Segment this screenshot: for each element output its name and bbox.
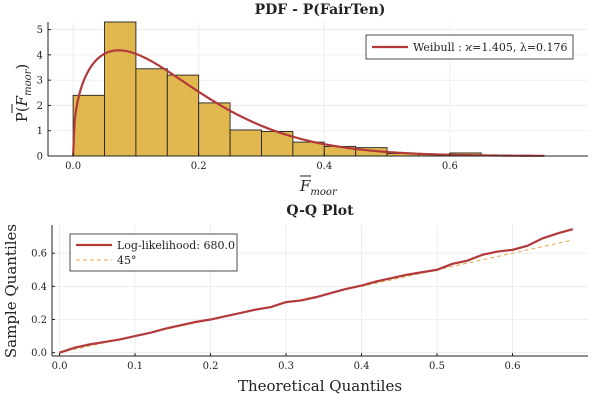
qq-x-tick-label-0: 0.0 [52,361,68,372]
pdf-bar-5 [229,129,262,157]
qq-y-tick-label-3: 0.6 [31,249,47,260]
pdf-x-axis-label: Fmoor [299,175,338,198]
pdf-bar-0 [72,94,105,157]
pdf-y-label-base: F [13,95,31,107]
qq-title: Q-Q Plot [286,203,354,219]
svg-text:P(Fmoor): P(Fmoor) [13,64,34,123]
pdf-y-tick-label-5: 5 [37,25,43,36]
pdf-y-tick-label-4: 4 [37,50,43,61]
pdf-legend-box [365,34,574,60]
pdf-panel: PDF - P(FairTen) 0.0 0.2 0.4 0.6 0 1 2 3 4 5 Fmo… [11,2,588,198]
qq-x-tick-label-4: 0.4 [354,361,370,372]
pdf-legend: Weibull : ϰ=1.405, λ=0.176 [365,34,574,60]
qq-loglik-line [59,228,574,354]
pdf-x-tick-label-2: 0.4 [316,161,332,172]
qq-legend-box [69,233,238,272]
pdf-x-ticks: 0.0 0.2 0.4 0.6 [65,153,458,172]
pdf-bar-2 [135,68,168,157]
pdf-weibull-curve [72,49,545,157]
pdf-y-ticks: 0 1 2 3 4 5 [37,25,51,163]
pdf-x-label-sub: moor [310,187,338,198]
pdf-bar-3 [166,74,200,157]
pdf-title: PDF - P(FairTen) [255,2,386,18]
pdf-y-label-prefix: P( [13,106,31,122]
qq-y-axis-label: Sample Quantiles [2,224,20,358]
pdf-x-tick-label-0: 0.0 [65,161,81,172]
pdf-y-tick-label-0: 0 [37,152,43,163]
pdf-weibull-curve-group [72,49,545,157]
pdf-axes [47,22,588,157]
qq-legend-ref-label: 45° [117,254,137,267]
qq-y-tick-label-0: 0.0 [31,348,47,359]
pdf-histogram-bars [72,21,545,157]
qq-axes [51,225,588,357]
pdf-y-tick-label-2: 2 [37,101,43,112]
pdf-y-axis-label: P(Fmoor) [11,64,34,123]
qq-x-axis-label: Theoretical Quantiles [238,377,402,395]
qq-x-tick-label-5: 0.5 [429,361,445,372]
pdf-x-tick-label-1: 0.2 [191,161,207,172]
pdf-bar-4 [198,102,231,157]
qq-legend-loglik-label: Log-likelihood: 680.0 [117,239,235,252]
pdf-y-tick-label-1: 1 [37,126,43,137]
pdf-y-label-suffix: ) [13,64,31,70]
qq-x-tick-label-6: 0.6 [505,361,521,372]
pdf-y-label-sub: moor [23,68,34,96]
pdf-bar-1 [104,21,137,157]
qq-panel: Q-Q Plot 0.0 0.1 0.2 0.3 0.4 0.5 0.6 0.0 0.2 0.4… [2,203,588,395]
qq-legend: Log-likelihood: 680.0 45° [69,233,238,272]
qq-x-tick-label-2: 0.2 [203,361,219,372]
pdf-legend-weibull-label: Weibull : ϰ=1.405, λ=0.176 [413,41,568,54]
qq-y-ticks: 0.0 0.2 0.4 0.6 [31,249,55,359]
pdf-x-label-base: F [299,177,311,195]
qq-x-tick-label-3: 0.3 [278,361,294,372]
qq-y-tick-label-1: 0.2 [31,315,47,326]
qq-series-lines [59,228,574,354]
pdf-x-tick-label-3: 0.6 [442,161,458,172]
pdf-y-tick-label-3: 3 [37,76,43,87]
qq-y-tick-label-2: 0.4 [31,282,47,293]
qq-x-ticks: 0.0 0.1 0.2 0.3 0.4 0.5 0.6 [52,353,521,372]
svg-text:Fmoor: Fmoor [299,177,338,198]
qq-x-tick-label-1: 0.1 [127,361,143,372]
